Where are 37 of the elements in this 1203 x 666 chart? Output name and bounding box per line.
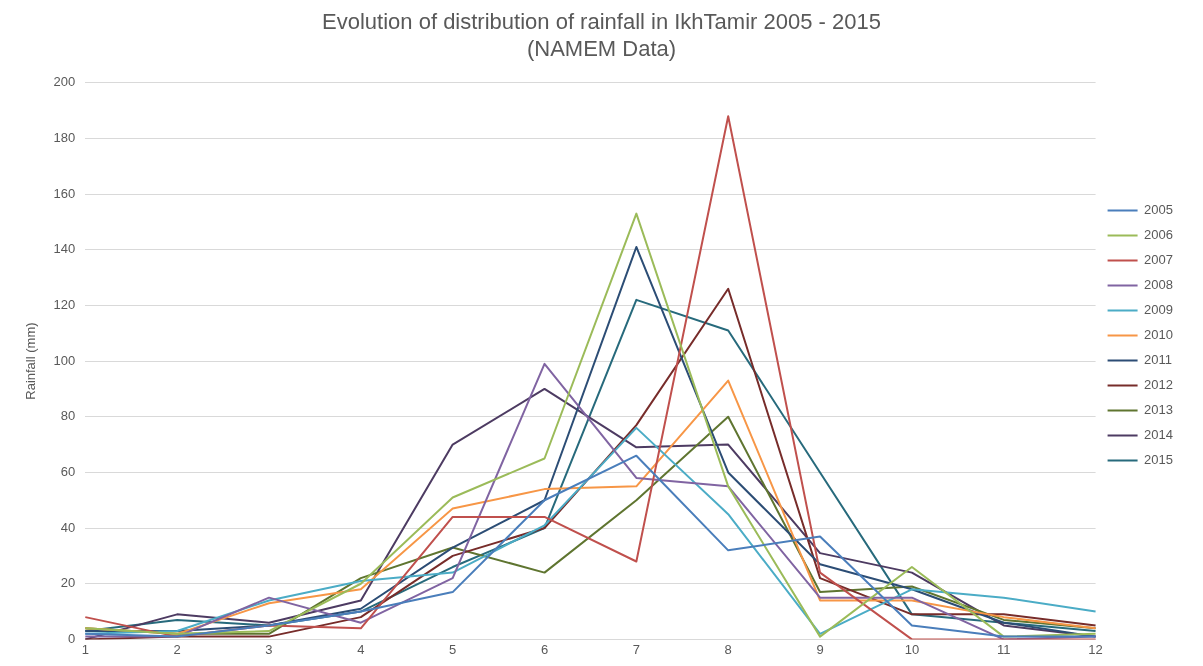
y-tick-label: 60 — [60, 464, 76, 479]
y-tick-label: 200 — [53, 74, 76, 90]
x-tick-label: 12 — [1088, 641, 1103, 657]
legend-label: 2015 — [1144, 452, 1173, 468]
legend-label: 2005 — [1144, 202, 1173, 218]
x-tick-label: 9 — [816, 641, 824, 657]
chart-subtitle: (NAMEM Data) — [526, 35, 677, 61]
x-tick-label: 1 — [81, 641, 89, 657]
x-tick-label: 5 — [449, 641, 457, 657]
legend-label: 2006 — [1144, 227, 1173, 243]
legend-label: 2011 — [1144, 352, 1173, 368]
x-tick-label: 2 — [173, 641, 181, 657]
chart-title: Evolution of distribution of rainfall in IkhTamir 2005 - 2015 — [322, 9, 881, 35]
y-tick-label: 20 — [60, 575, 76, 591]
x-tick-label: 4 — [357, 641, 365, 657]
legend-label: 2009 — [1144, 302, 1173, 318]
legend-label: 2012 — [1144, 377, 1173, 393]
x-tick-label: 11 — [996, 641, 1011, 657]
y-tick-label: 40 — [60, 519, 76, 535]
legend-label: 2014 — [1144, 427, 1173, 443]
y-axis-title: Rainfall (mm) — [23, 322, 39, 400]
y-tick-label: 80 — [60, 408, 76, 424]
legend-label: 2013 — [1144, 402, 1173, 418]
y-tick-label: 140 — [53, 241, 76, 257]
x-tick-label: 8 — [724, 641, 732, 657]
y-tick-label: 100 — [53, 352, 76, 368]
y-tick-label: 180 — [53, 130, 76, 146]
x-tick-label: 10 — [904, 641, 920, 657]
x-tick-label: 7 — [632, 641, 640, 657]
y-tick-label: 160 — [53, 185, 76, 201]
legend-label: 2010 — [1144, 327, 1173, 343]
x-tick-label: 6 — [540, 641, 549, 657]
legend-label: 2008 — [1144, 277, 1173, 293]
y-tick-label: 0 — [68, 630, 76, 646]
x-tick-label: 3 — [265, 641, 273, 657]
legend-label: 2007 — [1144, 252, 1173, 268]
y-tick-label: 120 — [53, 297, 76, 313]
